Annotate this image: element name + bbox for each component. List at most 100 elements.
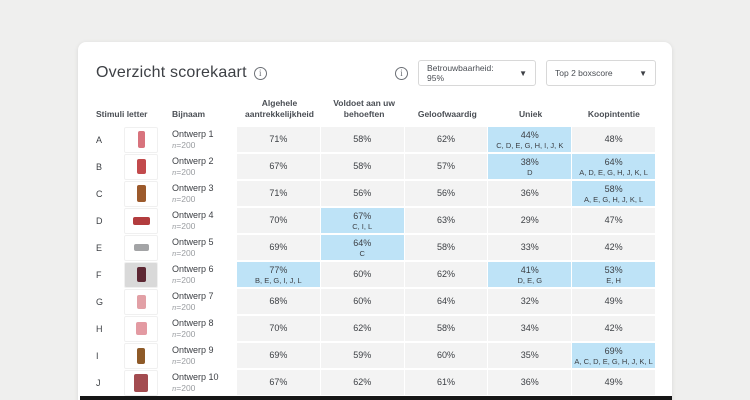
confidence-dropdown-value: Betrouwbaarheid: 95% <box>427 63 494 83</box>
product-thumbnail <box>124 315 172 342</box>
design-name-cell: Ontwerp 9 n=200 <box>172 343 236 368</box>
score-cell: 57% <box>404 154 488 180</box>
score-value: 41% <box>520 264 539 275</box>
controls-info-icon[interactable]: i <box>395 66 408 80</box>
score-value: 38% <box>520 156 539 167</box>
score-cell: 42% <box>572 316 655 342</box>
table-row: D Ontwerp 4 n=200 70% 67% C, I, L 63% 29% 47% <box>96 207 655 234</box>
score-value: 42% <box>604 242 623 253</box>
score-cell: 56% <box>320 181 404 207</box>
product-shape <box>137 347 145 364</box>
confidence-dropdown[interactable]: Betrouwbaarheid: 95% ▼ <box>418 60 536 86</box>
stimuli-letter: I <box>96 350 99 361</box>
sample-size: n=200 <box>172 383 196 394</box>
col-header-geloofwaardig: Geloofwaardig <box>417 108 477 119</box>
scorecard-panel: Overzicht scorekaart i i Betrouwbaarheid… <box>78 42 672 400</box>
design-name: Ontwerp 4 <box>172 209 214 220</box>
product-thumbnail <box>124 153 172 180</box>
score-cell: 58% <box>320 154 404 180</box>
product-image <box>124 153 158 180</box>
design-name-cell: Ontwerp 2 n=200 <box>172 154 236 179</box>
score-cell: 63% <box>404 208 488 234</box>
score-value: 60% <box>436 350 455 361</box>
sample-size: n=200 <box>172 329 196 340</box>
score-value: 53% <box>604 264 623 275</box>
score-cell-significant: 64% A, D, E, G, H, J, K, L <box>572 154 655 180</box>
score-cell-significant: 58% A, E, G, H, J, K, L <box>572 181 655 207</box>
score-value: 47% <box>604 215 623 226</box>
product-image <box>124 261 158 288</box>
sample-size: n=200 <box>172 275 196 286</box>
title-info-icon[interactable]: i <box>253 66 267 80</box>
score-value: 62% <box>436 269 455 280</box>
design-name-cell: Ontwerp 1 n=200 <box>172 127 236 152</box>
score-cell: 69% <box>237 343 320 369</box>
score-value: 56% <box>436 188 455 199</box>
score-value: 58% <box>436 323 455 334</box>
score-cell-significant: 41% D, E, G <box>488 262 572 288</box>
score-value: 77% <box>269 264 288 275</box>
product-shape <box>136 159 146 175</box>
score-cell: 71% <box>237 127 320 153</box>
product-thumbnail <box>124 180 172 207</box>
sample-size: n=200 <box>172 221 196 232</box>
score-value: 36% <box>520 377 539 388</box>
score-value: 57% <box>436 161 455 172</box>
col-header-aantrekkelijkheid: Algehele aantrekkelijkheid <box>245 98 314 119</box>
product-image <box>124 288 158 315</box>
score-value: 69% <box>604 345 623 356</box>
sample-size: n=200 <box>172 167 196 178</box>
score-value: 70% <box>269 323 288 334</box>
col-header-uniek: Uniek <box>519 108 543 119</box>
score-value: 49% <box>604 296 623 307</box>
score-cell: 69% <box>237 235 320 261</box>
design-name-cell: Ontwerp 3 n=200 <box>172 181 236 206</box>
product-shape <box>137 131 145 149</box>
score-value: 64% <box>353 237 372 248</box>
scorecard-table: Stimuli letter Bijnaam Algehele aantrekk… <box>78 98 672 396</box>
score-cell: 62% <box>404 262 488 288</box>
score-cell: 29% <box>488 208 572 234</box>
score-cell: 62% <box>320 316 404 342</box>
product-thumbnail <box>124 126 172 153</box>
score-cell-significant: 44% C, D, E, G, H, I, J, K <box>488 127 572 153</box>
design-name-cell: Ontwerp 5 n=200 <box>172 235 236 260</box>
score-cell: 48% <box>572 127 655 153</box>
significance-letters: C <box>359 248 365 258</box>
stimuli-letter: A <box>96 134 103 145</box>
stimuli-letter: E <box>96 242 103 253</box>
boxscore-dropdown-value: Top 2 boxscore <box>555 68 613 78</box>
score-value: 36% <box>520 188 539 199</box>
score-cell: 36% <box>488 370 572 396</box>
score-value: 34% <box>520 323 539 334</box>
boxscore-dropdown[interactable]: Top 2 boxscore ▼ <box>546 60 656 86</box>
score-value: 71% <box>269 134 288 145</box>
design-name-cell: Ontwerp 8 n=200 <box>172 316 236 341</box>
score-value: 35% <box>520 350 539 361</box>
design-name: Ontwerp 5 <box>172 236 214 247</box>
score-value: 69% <box>269 242 288 253</box>
sample-size: n=200 <box>172 248 196 259</box>
stimuli-letter: H <box>96 323 103 334</box>
score-cell-significant: 77% B, E, G, I, J, L <box>237 262 320 288</box>
score-value: 59% <box>353 350 372 361</box>
product-thumbnail <box>124 207 172 234</box>
design-name: Ontwerp 10 <box>172 371 219 382</box>
design-name: Ontwerp 2 <box>172 155 214 166</box>
design-name-cell: Ontwerp 7 n=200 <box>172 289 236 314</box>
score-value: 32% <box>520 296 539 307</box>
significance-letters: A, E, G, H, J, K, L <box>583 194 644 204</box>
col-header-koopintentie: Koopintentie <box>587 108 640 119</box>
stimuli-letter: B <box>96 161 103 172</box>
score-value: 58% <box>353 161 372 172</box>
design-name: Ontwerp 9 <box>172 344 214 355</box>
product-shape <box>136 294 146 309</box>
score-cell: 68% <box>237 289 320 315</box>
score-cell: 35% <box>488 343 572 369</box>
table-row: J Ontwerp 10 n=200 67% 62% 61% 36% 49% <box>96 369 655 396</box>
design-name: Ontwerp 8 <box>172 317 214 328</box>
product-shape <box>132 216 150 225</box>
score-value: 44% <box>520 129 539 140</box>
design-name-cell: Ontwerp 6 n=200 <box>172 262 236 287</box>
